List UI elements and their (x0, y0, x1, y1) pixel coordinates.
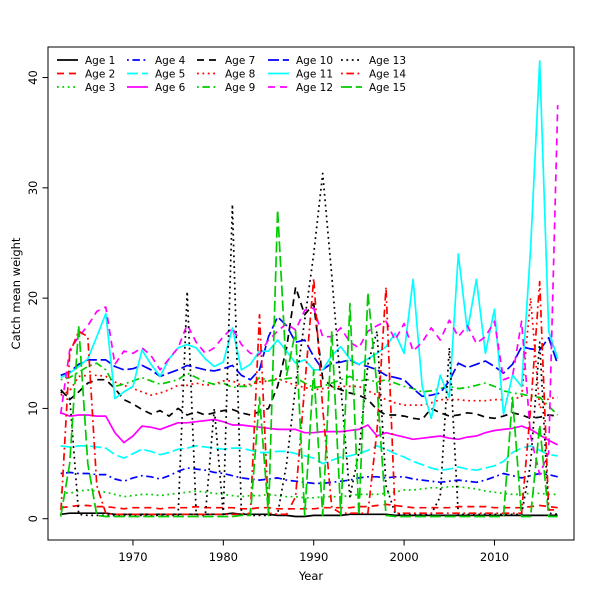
x-axis-tick-label: 2010 (480, 550, 509, 564)
y-axis-title: Catch mean weight (9, 237, 23, 349)
legend-label-age-6: Age 6 (155, 82, 186, 94)
series-line-age-4 (60, 467, 558, 485)
legend-label-age-7: Age 7 (225, 55, 255, 67)
plot-border (47, 46, 575, 541)
series-line-age-12 (59, 105, 559, 476)
legend-label-age-4: Age 4 (155, 55, 186, 67)
legend-label-age-14: Age 14 (369, 68, 406, 80)
legend-label-age-2: Age 2 (85, 68, 115, 80)
x-axis-tick-label: 1970 (118, 550, 147, 564)
legend-label-age-10: Age 10 (296, 55, 333, 67)
legend-label-age-13: Age 13 (369, 55, 406, 67)
x-axis-tick-label: 1980 (209, 550, 238, 564)
y-axis-tick-label: 10 (26, 401, 40, 416)
legend-label-age-11: Age 11 (296, 68, 333, 80)
legend-label-age-12: Age 12 (296, 82, 333, 94)
series-line-age-7 (60, 286, 558, 421)
y-axis-tick-label: 40 (26, 70, 40, 85)
series-line-age-9 (60, 362, 559, 416)
series-line-age-2 (60, 503, 558, 510)
x-axis-tick-label: 1990 (299, 550, 328, 564)
series-line-age-14 (59, 277, 558, 516)
legend-label-age-3: Age 3 (85, 82, 115, 94)
series-line-age-10 (60, 316, 559, 398)
legend-label-age-8: Age 8 (225, 68, 255, 80)
series-line-age-8 (60, 297, 558, 410)
series-line-age-5 (60, 445, 558, 472)
series-line-age-11 (60, 60, 559, 420)
y-axis-tick-label: 20 (26, 291, 40, 306)
y-axis-tick-label: 30 (26, 181, 40, 196)
legend-label-age-9: Age 9 (225, 82, 255, 94)
series-line-age-3 (60, 485, 558, 499)
series-line-age-15 (59, 209, 558, 518)
series-line-age-13 (60, 172, 558, 517)
legend-label-age-1: Age 1 (85, 55, 115, 67)
legend-label-age-5: Age 5 (155, 68, 185, 80)
legend-label-age-15: Age 15 (369, 82, 406, 94)
x-axis-tick-label: 2000 (389, 550, 418, 564)
y-axis-tick-label: 0 (26, 515, 40, 522)
x-axis-title: Year (298, 569, 324, 583)
